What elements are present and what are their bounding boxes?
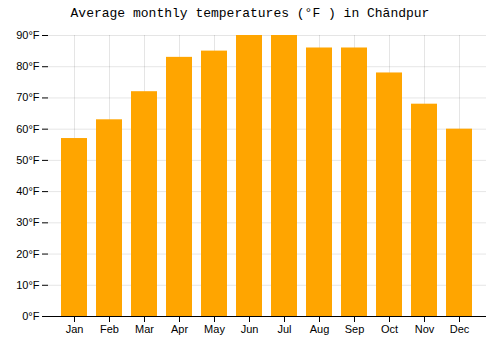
svg-text:30°F: 30°F bbox=[16, 216, 40, 228]
svg-text:Oct: Oct bbox=[381, 323, 398, 335]
svg-text:Mar: Mar bbox=[135, 323, 154, 335]
svg-text:50°F: 50°F bbox=[16, 154, 40, 166]
svg-text:60°F: 60°F bbox=[16, 123, 40, 135]
svg-text:90°F: 90°F bbox=[16, 29, 40, 41]
svg-text:20°F: 20°F bbox=[16, 248, 40, 260]
svg-text:80°F: 80°F bbox=[16, 60, 40, 72]
svg-text:Sep: Sep bbox=[345, 323, 365, 335]
svg-text:Jan: Jan bbox=[66, 323, 84, 335]
html-text:Average monthly temperatures (: Average monthly temperatures (°F ) in Ch… bbox=[70, 6, 430, 21]
svg-text:Jul: Jul bbox=[277, 323, 291, 335]
svg-text:40°F: 40°F bbox=[16, 185, 40, 197]
svg-text:Aug: Aug bbox=[310, 323, 330, 335]
svg-text:70°F: 70°F bbox=[16, 91, 40, 103]
svg-text:Jun: Jun bbox=[241, 323, 259, 335]
svg-text:May: May bbox=[204, 323, 225, 335]
svg-text:Nov: Nov bbox=[415, 323, 435, 335]
svg-text:0°F: 0°F bbox=[22, 310, 40, 322]
svg-text:Apr: Apr bbox=[171, 323, 188, 335]
svg-text:10°F: 10°F bbox=[16, 279, 40, 291]
svg-text:Dec: Dec bbox=[450, 323, 470, 335]
svg-text:Feb: Feb bbox=[100, 323, 119, 335]
